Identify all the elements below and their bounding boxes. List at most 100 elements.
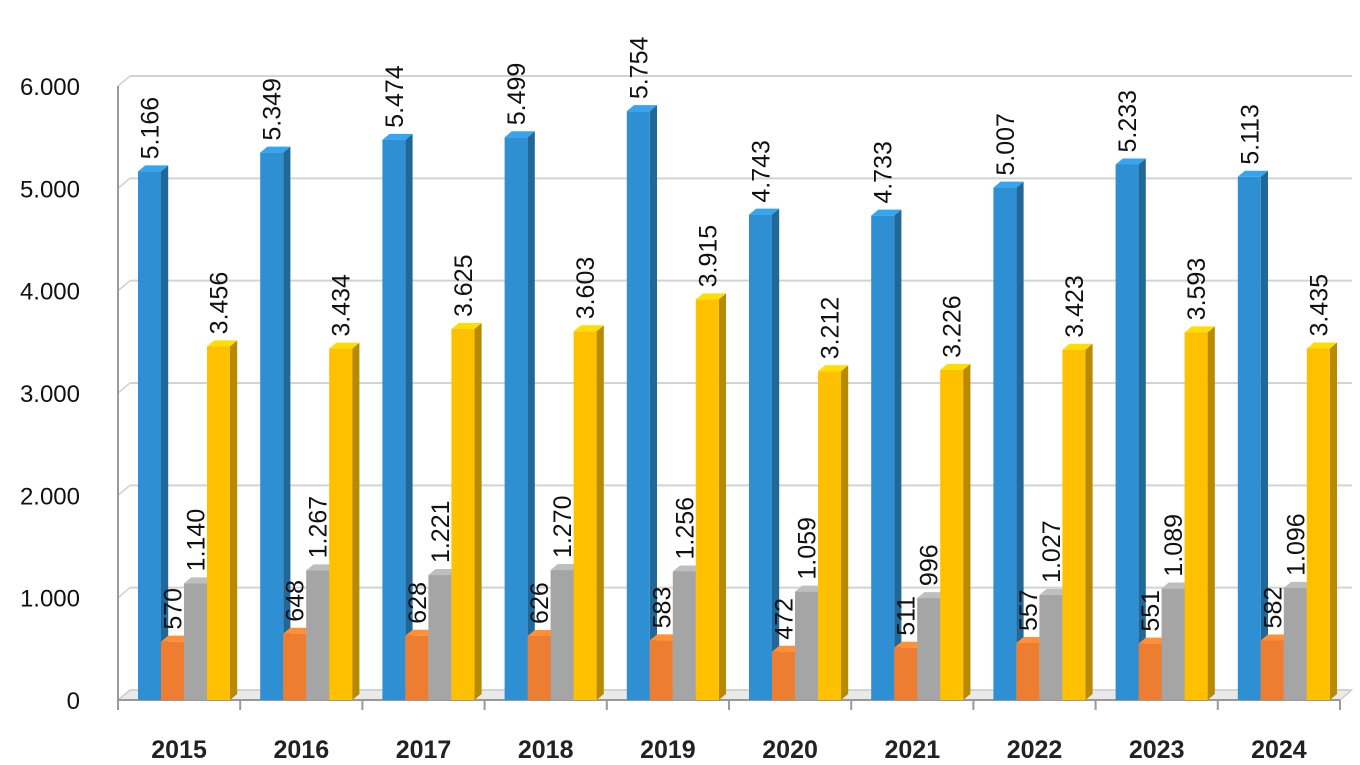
bar-top bbox=[405, 629, 436, 636]
data-label: 5.007 bbox=[992, 113, 1020, 176]
data-label: 3.915 bbox=[694, 225, 722, 288]
gridline-depth bbox=[117, 177, 131, 189]
y-tick-label: 2.000 bbox=[20, 483, 80, 510]
bar bbox=[1138, 643, 1162, 700]
data-label: 3.226 bbox=[939, 295, 967, 358]
data-label: 1.027 bbox=[1038, 520, 1066, 583]
bar-side bbox=[1260, 170, 1268, 701]
data-label: 628 bbox=[404, 582, 432, 624]
bar-top bbox=[1306, 342, 1337, 349]
bar bbox=[749, 214, 772, 700]
bar bbox=[382, 139, 406, 700]
bar bbox=[649, 640, 673, 700]
data-label: 551 bbox=[1137, 590, 1165, 632]
bar-top bbox=[1039, 588, 1070, 595]
bar-side bbox=[1138, 158, 1146, 700]
bar-side bbox=[894, 209, 902, 701]
bar-side bbox=[649, 105, 657, 700]
data-label: 5.349 bbox=[259, 78, 287, 141]
bar bbox=[1115, 164, 1139, 700]
bar-top bbox=[138, 165, 169, 172]
bar-top bbox=[795, 585, 826, 592]
bar bbox=[1184, 332, 1208, 700]
data-label: 1.270 bbox=[549, 495, 577, 558]
data-label: 5.113 bbox=[1236, 104, 1264, 165]
data-label: 1.059 bbox=[794, 517, 822, 580]
data-label: 5.233 bbox=[1114, 90, 1142, 153]
bar-top bbox=[283, 627, 314, 634]
data-label: 472 bbox=[771, 598, 799, 640]
data-label: 3.593 bbox=[1183, 258, 1211, 321]
bar-top bbox=[1138, 637, 1169, 644]
bar bbox=[894, 647, 918, 700]
bar-top bbox=[207, 340, 238, 347]
bar-top bbox=[329, 342, 360, 349]
data-label: 1.256 bbox=[671, 497, 699, 560]
y-tick-label: 1.000 bbox=[20, 586, 80, 613]
bar bbox=[405, 635, 429, 700]
bar-side bbox=[1329, 342, 1337, 700]
data-label: 4.733 bbox=[870, 141, 898, 204]
y-tick-label: 4.000 bbox=[20, 279, 80, 306]
bar bbox=[871, 215, 895, 701]
bar-top bbox=[1237, 170, 1268, 177]
bar-top bbox=[871, 209, 902, 216]
bar bbox=[283, 633, 307, 700]
bar-top bbox=[504, 131, 535, 138]
bar-top bbox=[749, 208, 780, 215]
data-label: 626 bbox=[526, 582, 554, 624]
data-label: 3.435 bbox=[1305, 274, 1333, 337]
data-label: 5.499 bbox=[503, 63, 531, 126]
bar bbox=[1062, 349, 1086, 700]
bar bbox=[626, 111, 650, 700]
bar-top bbox=[993, 181, 1024, 188]
bar bbox=[329, 348, 353, 700]
bar bbox=[138, 171, 161, 700]
bar bbox=[573, 331, 597, 700]
x-tick-label: 2016 bbox=[273, 736, 329, 764]
gridline-depth bbox=[117, 484, 131, 496]
bar-top bbox=[1062, 343, 1093, 350]
x-tick-label: 2020 bbox=[762, 736, 818, 764]
bar-top bbox=[306, 564, 337, 571]
bar bbox=[161, 641, 184, 700]
bar-top bbox=[428, 569, 459, 576]
bar bbox=[917, 598, 941, 700]
bar-top bbox=[161, 635, 192, 642]
x-tick-label: 2015 bbox=[151, 736, 207, 764]
data-labels: 5.166 570 1.140 3.456 5.349 648 1.267 3.434 5.47… bbox=[137, 37, 1334, 640]
bar bbox=[1016, 643, 1040, 700]
data-label: 3.423 bbox=[1061, 275, 1089, 338]
x-tick-label: 2023 bbox=[1129, 736, 1185, 764]
bar bbox=[260, 152, 284, 700]
bar-side bbox=[1016, 181, 1024, 700]
bar-top bbox=[1283, 581, 1314, 588]
bar-top bbox=[451, 323, 482, 330]
data-label: 1.267 bbox=[305, 496, 333, 559]
bar-side bbox=[718, 293, 726, 700]
bar-top bbox=[626, 105, 657, 112]
bar-side bbox=[352, 342, 360, 700]
bar-top bbox=[1260, 634, 1291, 641]
data-label: 557 bbox=[1015, 589, 1043, 631]
gridline-depth bbox=[117, 587, 131, 599]
bar-side bbox=[963, 363, 971, 700]
gridline-depth bbox=[117, 75, 131, 87]
data-label: 3.456 bbox=[206, 272, 234, 335]
data-label: 583 bbox=[648, 587, 676, 629]
bar-top bbox=[772, 645, 803, 652]
bar-top bbox=[1115, 158, 1146, 165]
data-label: 3.603 bbox=[572, 257, 600, 320]
bar bbox=[1237, 176, 1261, 701]
bar bbox=[672, 571, 696, 700]
bar bbox=[527, 635, 551, 700]
bar-side bbox=[283, 146, 291, 700]
bar-top bbox=[917, 592, 948, 599]
axes: 0 1.000 2.000 3.000 4.000 5.000 6.000 2015 2016 2… bbox=[20, 74, 1341, 764]
x-tick-label: 2018 bbox=[518, 736, 574, 764]
bar-side bbox=[474, 323, 482, 700]
bar bbox=[1283, 587, 1307, 700]
bar bbox=[1039, 594, 1063, 700]
bar bbox=[695, 299, 719, 700]
bar bbox=[1306, 348, 1330, 700]
